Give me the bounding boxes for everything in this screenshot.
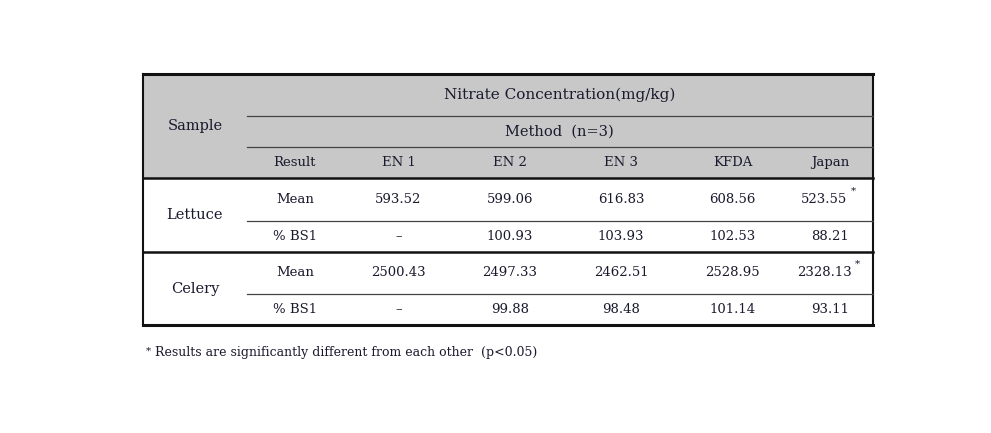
- Bar: [143, 252, 873, 294]
- Text: 99.88: 99.88: [491, 303, 529, 316]
- Text: 93.11: 93.11: [812, 303, 849, 316]
- Text: EN 1: EN 1: [382, 156, 415, 169]
- Text: Nitrate Concentration(mg/kg): Nitrate Concentration(mg/kg): [444, 87, 676, 102]
- Text: 102.53: 102.53: [710, 230, 756, 243]
- Text: *: *: [855, 260, 860, 269]
- Bar: [143, 294, 873, 325]
- Text: Lettuce: Lettuce: [166, 208, 223, 222]
- Text: 2528.95: 2528.95: [706, 266, 760, 279]
- Text: Celery: Celery: [170, 281, 219, 296]
- Text: Mean: Mean: [275, 266, 314, 279]
- Text: 599.06: 599.06: [487, 193, 533, 206]
- Text: *: *: [146, 347, 151, 356]
- Text: EN 3: EN 3: [605, 156, 638, 169]
- Text: % BS1: % BS1: [273, 230, 317, 243]
- Text: –: –: [395, 303, 401, 316]
- Bar: [143, 147, 873, 178]
- Bar: [143, 178, 873, 220]
- Text: EN 2: EN 2: [493, 156, 527, 169]
- Bar: [143, 74, 873, 116]
- Text: *: *: [851, 187, 856, 196]
- Text: 98.48: 98.48: [603, 303, 640, 316]
- Text: 593.52: 593.52: [376, 193, 421, 206]
- Text: KFDA: KFDA: [713, 156, 752, 169]
- Bar: [143, 220, 873, 252]
- Text: 103.93: 103.93: [598, 230, 644, 243]
- Text: –: –: [395, 230, 401, 243]
- Text: 523.55: 523.55: [801, 193, 847, 206]
- Text: 2497.33: 2497.33: [483, 266, 537, 279]
- Text: Mean: Mean: [275, 193, 314, 206]
- Bar: [143, 116, 873, 147]
- Text: 2462.51: 2462.51: [594, 266, 648, 279]
- Text: 2328.13: 2328.13: [797, 266, 851, 279]
- Text: 2500.43: 2500.43: [372, 266, 426, 279]
- Text: 101.14: 101.14: [710, 303, 755, 316]
- Text: Japan: Japan: [812, 156, 849, 169]
- Text: 88.21: 88.21: [812, 230, 849, 243]
- Text: 100.93: 100.93: [487, 230, 533, 243]
- Text: 616.83: 616.83: [598, 193, 644, 206]
- Text: Method  (n=3): Method (n=3): [505, 124, 614, 139]
- Text: Sample: Sample: [167, 119, 223, 133]
- Text: Results are significantly different from each other  (p<0.05): Results are significantly different from…: [155, 346, 537, 359]
- Text: Result: Result: [274, 156, 316, 169]
- Text: % BS1: % BS1: [273, 303, 317, 316]
- Text: 608.56: 608.56: [710, 193, 756, 206]
